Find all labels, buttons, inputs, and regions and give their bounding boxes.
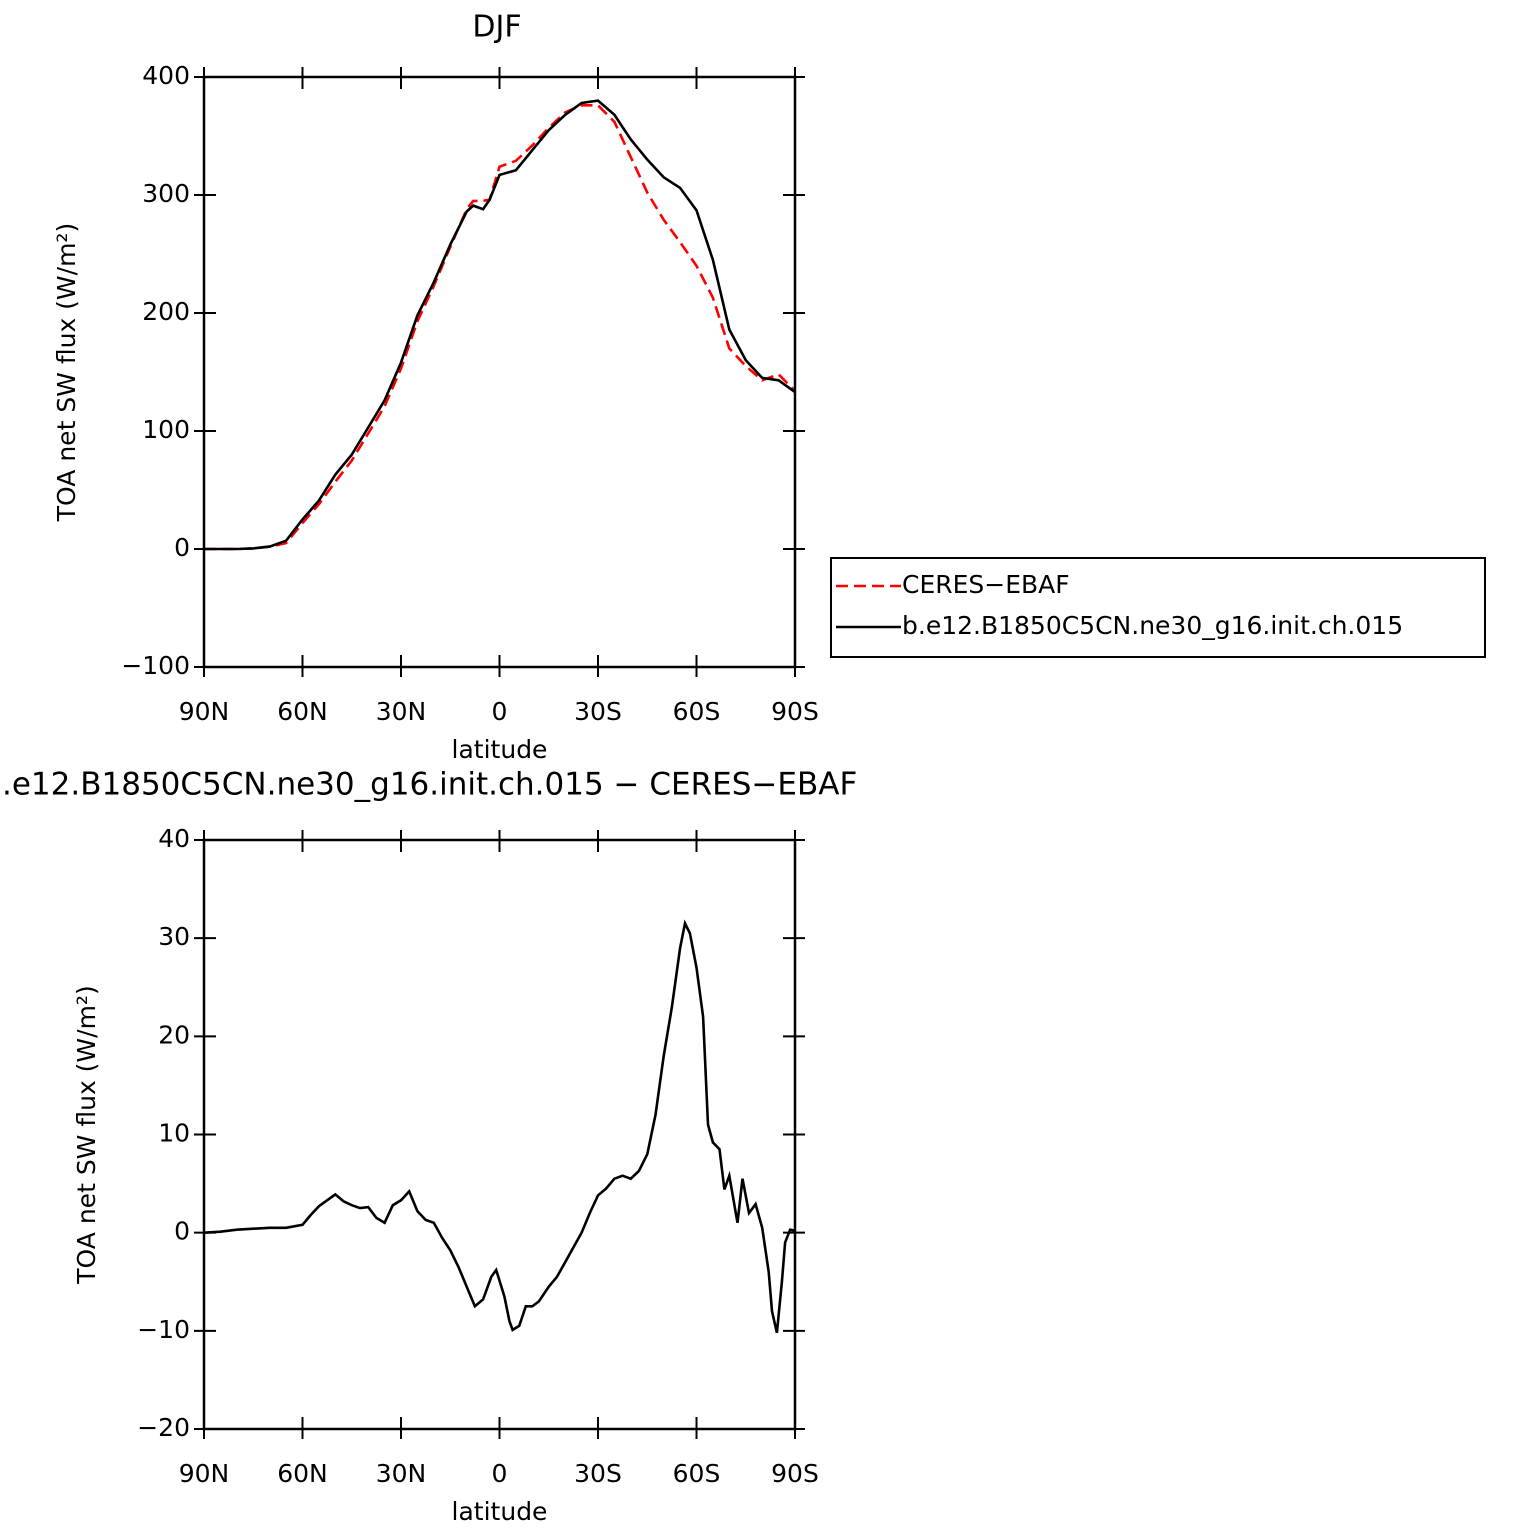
y-tick-label: 0: [174, 533, 190, 562]
chart-title: .e12.B1850C5CN.ne30_g16.init.ch.015 − CE…: [2, 767, 857, 803]
y-tick-label: 10: [158, 1119, 190, 1148]
y-tick-label: 0: [174, 1217, 190, 1246]
legend-label: b.e12.B1850C5CN.ne30_g16.init.ch.015: [902, 611, 1403, 640]
x-tick-label: 30N: [376, 1459, 427, 1488]
y-axis-label: TOA net SW flux (W/m²): [52, 223, 81, 522]
x-tick-label: 30S: [574, 1459, 622, 1488]
y-tick-label: −20: [137, 1413, 190, 1442]
x-axis-label: latitude: [452, 735, 548, 764]
x-axis-label: latitude: [452, 1497, 548, 1526]
y-tick-label: 200: [142, 297, 190, 326]
y-tick-label: 400: [142, 61, 190, 90]
x-tick-label: 90S: [771, 697, 819, 726]
x-tick-label: 60S: [673, 697, 721, 726]
data-line: [204, 99, 796, 551]
data-line: [203, 919, 796, 1334]
x-tick-label: 90S: [771, 1459, 819, 1488]
x-tick-label: 0: [492, 697, 508, 726]
plot-frame: [202, 75, 797, 669]
legend-label: CERES−EBAF: [902, 570, 1070, 599]
legend: [830, 557, 1486, 658]
x-tick-label: 0: [492, 1459, 508, 1488]
x-tick-label: 30S: [574, 697, 622, 726]
y-tick-label: 30: [158, 922, 190, 951]
x-tick-label: 60S: [673, 1459, 721, 1488]
x-tick-label: 90N: [179, 1459, 230, 1488]
y-axis-label: TOA net SW flux (W/m²): [72, 985, 101, 1284]
y-tick-label: 100: [142, 415, 190, 444]
y-tick-label: 300: [142, 179, 190, 208]
y-tick-label: −100: [121, 651, 190, 680]
data-line: [204, 104, 796, 551]
y-tick-label: −10: [137, 1315, 190, 1344]
plot-frame: [202, 838, 797, 1431]
y-tick-label: 40: [158, 824, 190, 853]
x-tick-label: 60N: [277, 697, 328, 726]
y-tick-label: 20: [158, 1020, 190, 1049]
legend-box: [830, 557, 1486, 658]
x-tick-label: 60N: [277, 1459, 328, 1488]
x-tick-label: 30N: [376, 697, 427, 726]
chart-title: DJF: [472, 10, 521, 45]
x-tick-label: 90N: [179, 697, 230, 726]
